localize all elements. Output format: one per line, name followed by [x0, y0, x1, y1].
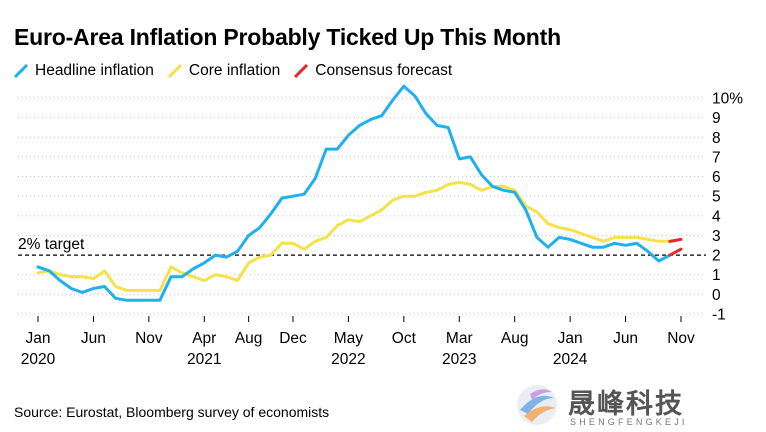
- y-tick-label: 9: [712, 110, 721, 127]
- watermark-text-en: SHENGFENGKEJI: [570, 417, 688, 427]
- y-tick-label: 6: [712, 169, 721, 186]
- legend-item-core: Core inflation: [167, 62, 281, 80]
- y-tick-label: 2: [712, 248, 721, 265]
- legend-label-headline: Headline inflation: [35, 62, 154, 79]
- line-chart: 10% 9 8 7 6 5 4 3 2 1 0 -1 Jan 2020 Jun Nov Apr 2021 Aug D…: [18, 84, 743, 368]
- x-tick-label: Nov: [667, 330, 695, 347]
- y-tick-label: 5: [712, 189, 721, 206]
- x-tick-label: Aug: [501, 330, 529, 347]
- watermark: 晟峰科技 SHENGFENGKEJI: [512, 378, 722, 432]
- x-tick-year: 2023: [442, 351, 476, 368]
- x-tick-label: Jun: [613, 330, 638, 347]
- watermark-text-cn: 晟峰科技: [568, 389, 684, 420]
- forecast-segment-1: [668, 247, 683, 257]
- legend-item-headline: Headline inflation: [14, 62, 154, 80]
- y-tick-label: 3: [712, 228, 721, 245]
- y-axis: 10% 9 8 7 6 5 4 3 2 1 0 -1: [712, 91, 743, 324]
- watermark-logo-icon: [517, 385, 557, 425]
- x-tick-label: Jun: [81, 330, 106, 347]
- legend-item-forecast: Consensus forecast: [294, 62, 452, 80]
- x-tick-label: Jan: [26, 330, 51, 347]
- series-lines: [36, 84, 683, 302]
- forecast-segment-0: [668, 237, 683, 243]
- series-line-core: [36, 180, 672, 292]
- chart-title: Euro-Area Inflation Probably Ticked Up T…: [14, 24, 561, 50]
- x-tick-label: Aug: [235, 330, 263, 347]
- legend: Headline inflation Core inflation Consen…: [14, 62, 452, 80]
- y-tick-label: 8: [712, 130, 721, 147]
- x-tick-label: Oct: [392, 330, 417, 347]
- x-tick-year: 2020: [21, 351, 56, 368]
- x-tick-year: 2021: [187, 351, 221, 368]
- y-tick-label: 0: [712, 287, 721, 304]
- source-note: Source: Eurostat, Bloomberg survey of ec…: [14, 404, 330, 420]
- target-line: 2% target: [18, 236, 706, 256]
- y-tick-label: 10%: [712, 91, 743, 108]
- x-tick-label: Mar: [446, 330, 473, 347]
- legend-label-core: Core inflation: [188, 62, 281, 79]
- target-label: 2% target: [18, 236, 85, 253]
- x-tick-label: Dec: [279, 330, 307, 347]
- series-line-headline: [36, 84, 672, 302]
- x-tick-year: 2024: [553, 351, 588, 368]
- y-tick-label: 7: [712, 149, 721, 166]
- x-axis: Jan 2020 Jun Nov Apr 2021 Aug Dec May 2022 Oct Mar 2…: [21, 316, 695, 368]
- x-tick-label: May: [334, 330, 364, 347]
- legend-swatch-headline: [14, 64, 28, 78]
- x-tick-label: Jan: [558, 330, 583, 347]
- y-tick-label: 4: [712, 208, 721, 225]
- x-tick-year: 2022: [331, 351, 365, 368]
- legend-swatch-core: [167, 64, 182, 78]
- gridlines: [18, 97, 706, 315]
- x-tick-label: Apr: [192, 330, 216, 347]
- y-tick-label: 1: [712, 267, 721, 284]
- legend-swatch-forecast: [294, 64, 309, 78]
- legend-label-forecast: Consensus forecast: [315, 62, 453, 79]
- x-tick-label: Nov: [135, 330, 163, 347]
- y-tick-label: -1: [712, 307, 726, 324]
